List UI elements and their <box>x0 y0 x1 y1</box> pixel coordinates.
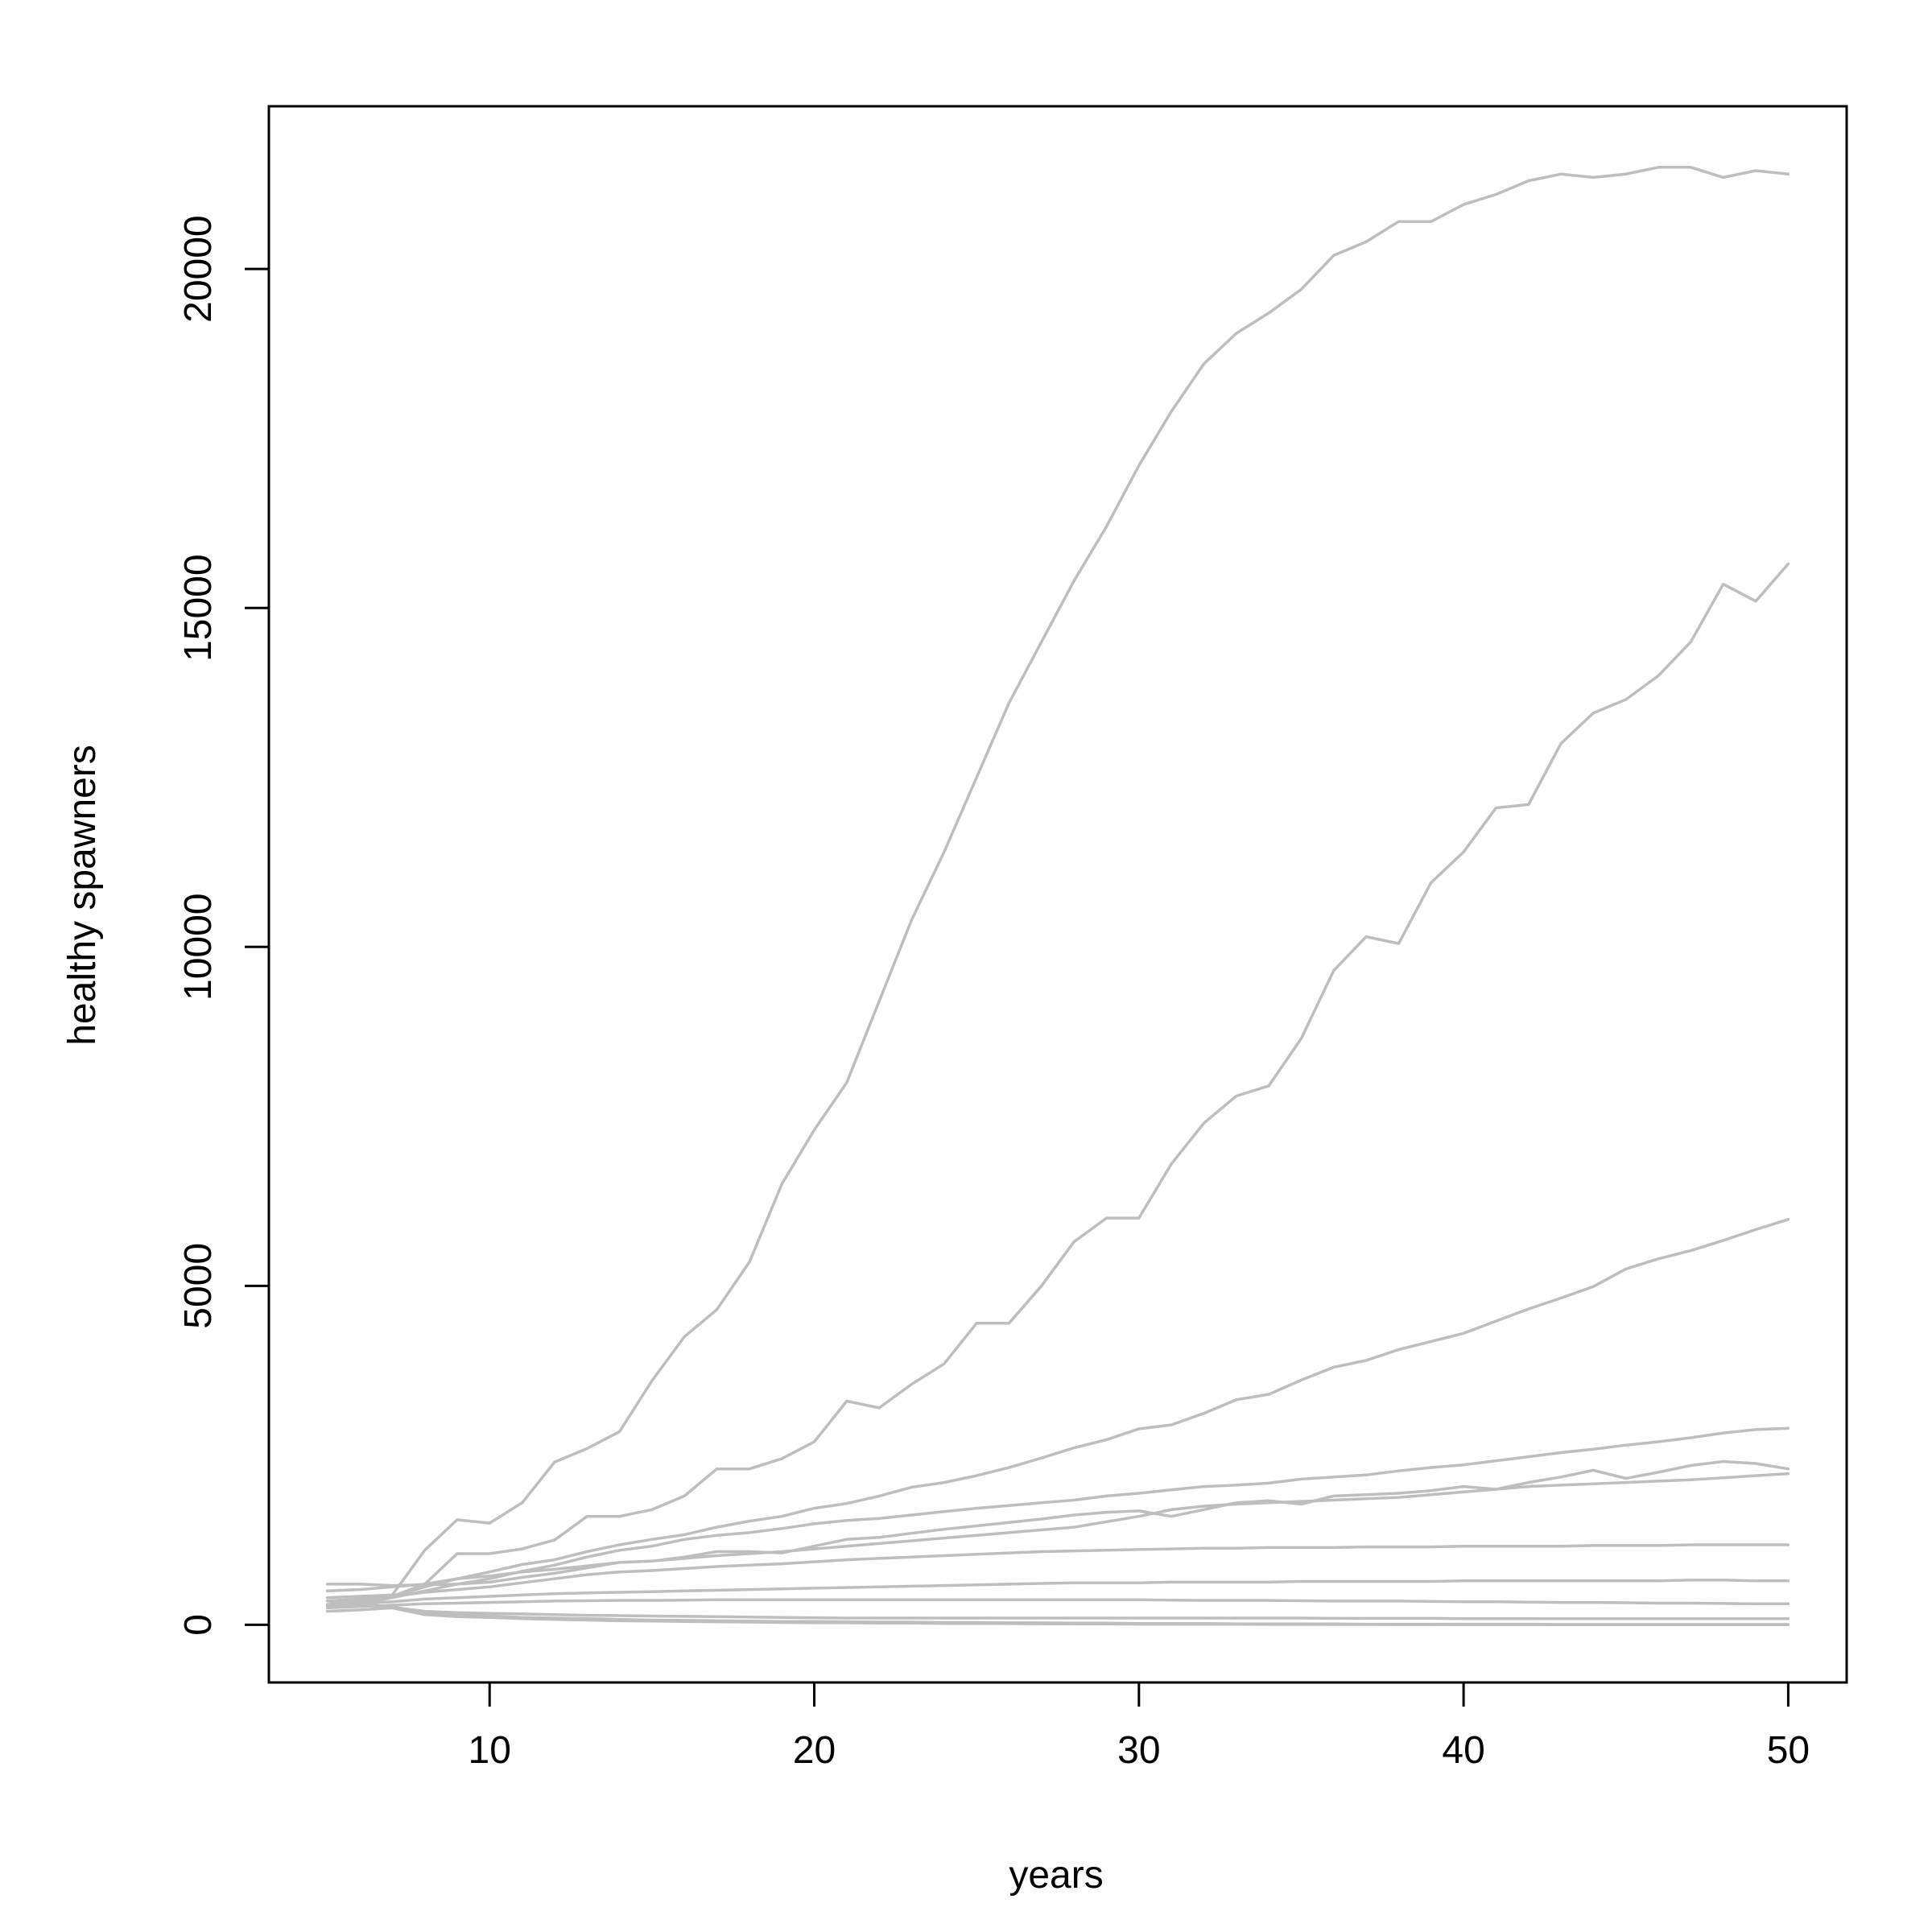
series-line-4 <box>325 1426 1790 1608</box>
y-axis: 0 5000 10000 15000 20000 <box>177 215 269 1636</box>
series-line-6 <box>325 1472 1790 1593</box>
x-tick-label: 30 <box>1117 1729 1160 1772</box>
x-tick-label: 10 <box>469 1729 511 1772</box>
x-tick-label: 50 <box>1767 1729 1810 1772</box>
y-tick-label: 5000 <box>177 1243 220 1329</box>
series-line-10 <box>325 1603 1790 1620</box>
y-tick-label: 10000 <box>177 894 220 1001</box>
x-axis-title: years <box>1009 1854 1103 1897</box>
series-line-1 <box>325 166 1790 1600</box>
series-line-5 <box>325 1459 1790 1587</box>
y-tick-label: 15000 <box>177 554 220 661</box>
x-tick-label: 20 <box>793 1729 836 1772</box>
series-line-3 <box>325 1218 1790 1606</box>
series-line-2 <box>325 562 1790 1603</box>
y-tick-label: 0 <box>177 1614 220 1636</box>
x-tick-label: 40 <box>1442 1729 1484 1772</box>
series-layer <box>325 166 1790 1627</box>
series-line-7 <box>325 1543 1790 1603</box>
y-axis-title: healthy spawners <box>61 745 104 1046</box>
series-line-11 <box>325 1600 1790 1626</box>
series-line-8 <box>325 1579 1790 1606</box>
series-line-12 <box>325 1606 1790 1627</box>
plot-frame <box>267 105 1848 1684</box>
x-axis: 10 20 30 40 50 <box>469 1682 1810 1772</box>
y-tick-label: 20000 <box>177 215 220 322</box>
series-line-9 <box>325 1598 1790 1610</box>
